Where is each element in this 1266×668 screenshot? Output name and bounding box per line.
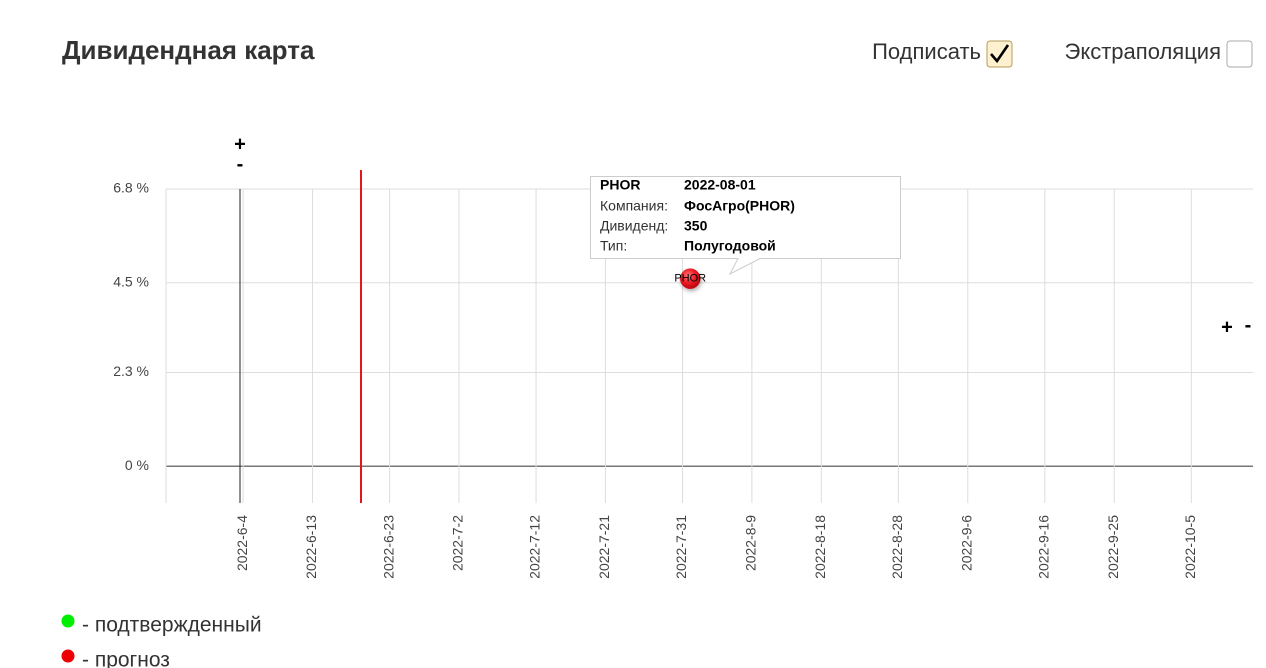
tooltip-key: Тип: [600, 238, 627, 254]
tooltip-ticker: PHOR [600, 177, 640, 193]
legend-label: - подтвержденный [82, 614, 262, 637]
checkmark [990, 44, 1010, 64]
legend-label: - прогноз [82, 649, 170, 668]
tooltip-box [590, 176, 901, 276]
x-tick-label: 2022-6-13 [303, 515, 319, 579]
x-tick-label: 2022-7-2 [450, 515, 466, 571]
x-tick-label: 2022-9-25 [1105, 515, 1121, 579]
x-tick-label: 2022-6-4 [234, 515, 250, 571]
page-title: Дивидендная карта [62, 35, 315, 65]
x-tick-label: 2022-8-28 [889, 515, 905, 579]
legend: - подтвержденный - прогноз [61, 614, 262, 668]
option-label: Подписать [872, 39, 981, 64]
x-tick-label: 2022-6-23 [380, 515, 396, 579]
x-tick-label: 2022-7-12 [527, 515, 543, 579]
y-tick-label: 2.3 % [113, 363, 149, 379]
x-tick-label: 2022-7-31 [673, 515, 689, 579]
zoom-out[interactable]: - [1245, 314, 1252, 336]
zoom-in[interactable]: + [1221, 316, 1233, 338]
option-label: Экстраполяция [1065, 39, 1221, 64]
checkbox[interactable] [986, 40, 1013, 68]
legend-marker [61, 614, 75, 628]
tooltip-value: Полугодовой [684, 238, 776, 254]
tooltip-date: 2022-08-01 [684, 177, 756, 193]
y-tick-label: 0 % [125, 457, 149, 473]
y-tick-label: 4.5 % [113, 273, 149, 289]
checkbox[interactable] [1226, 40, 1253, 68]
legend-marker [61, 649, 75, 663]
tooltip-key: Компания: [600, 198, 668, 214]
x-tick-label: 2022-8-18 [812, 515, 828, 579]
data-point [679, 268, 701, 289]
x-tick-label: 2022-7-21 [596, 515, 612, 579]
x-tick-label: 2022-10-5 [1182, 515, 1198, 579]
point-label: PHOR [674, 273, 706, 285]
x-tick-label: 2022-9-6 [958, 515, 974, 571]
tooltip-value: 350 [684, 218, 708, 234]
tooltip-value: ФосАгро(PHOR) [684, 198, 795, 214]
zoom-in[interactable]: + [234, 133, 246, 155]
tooltip: PHOR 2022-08-01 Компания: ФосАгро(PHOR) … [590, 176, 901, 276]
tooltip-key: Дивиденд: [600, 218, 668, 234]
zoom-out[interactable]: - [237, 153, 244, 175]
x-tick-label: 2022-8-9 [743, 515, 759, 571]
x-tick-label: 2022-9-16 [1036, 515, 1052, 579]
y-tick-label: 6.8 % [113, 180, 149, 196]
